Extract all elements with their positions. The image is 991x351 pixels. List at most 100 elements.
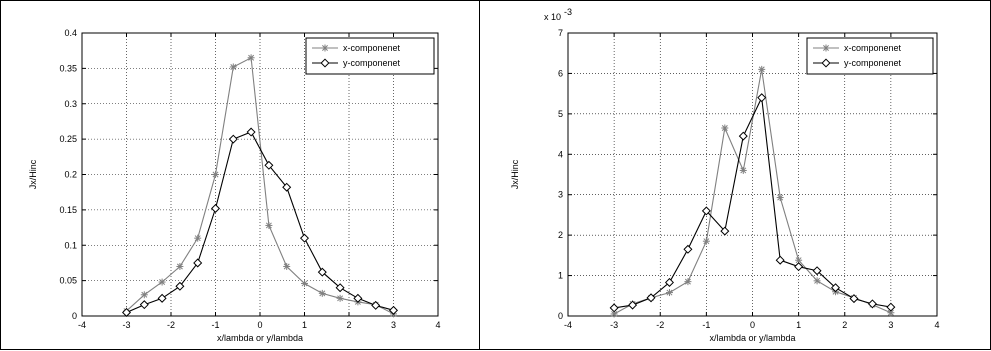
y-tick-label: 0.35 [59,63,77,73]
series-line-diamond [126,131,394,314]
data-point-star [665,289,673,297]
x-tick-label: -1 [702,320,710,330]
data-point-diamond [738,131,748,141]
y-tick-label: 0.1 [64,240,77,250]
data-point-star-stroke-3 [176,263,183,270]
data-point-star-stroke-3 [611,311,618,317]
data-point-star-stroke-3 [758,66,765,73]
data-point-diamond [371,300,381,310]
series-line-diamond [614,95,891,309]
legend-label: x-componenet [343,43,401,53]
data-point-star-stroke-3 [777,194,784,201]
chart-panel-left: -4 -3 -2 -1 0 1 2 3 4 0 0.05 0.1 0.15 0.2 0.25 0.3 0.35 0… [0,0,480,350]
x-tick-label: -2 [167,320,175,330]
legend-label: x-componenet [844,43,902,53]
data-point-diamond [193,258,203,268]
y-tick-label: 0 [558,311,563,321]
data-point-diamond [121,307,132,317]
data-point-star-stroke-3 [319,290,326,297]
data-point-star [158,278,166,286]
legend-diamond-marker [320,58,330,68]
data-point-diamond [228,134,238,144]
x-tick-label: -3 [610,320,618,330]
data-point-diamond [139,300,149,310]
series-line-star [613,69,892,315]
data-point-diamond [831,283,841,293]
data-point-diamond [175,281,185,291]
data-point-diamond [720,226,730,236]
data-point-diamond [264,160,274,170]
data-point-star [887,309,895,317]
y-tick-label: 3 [558,190,563,200]
y-tick-label: 0.25 [59,134,77,144]
data-point-star [739,166,747,174]
data-point-star-stroke-3 [337,295,344,302]
data-point-star [684,278,692,286]
x-tick-label: 3 [888,320,893,330]
data-point-star-stroke-3 [194,235,201,242]
x-tick-label: 2 [842,320,847,330]
y-tick-label: 5 [558,109,563,119]
data-point-star [283,262,291,270]
data-point-diamond [317,267,327,277]
data-point-star [318,289,326,297]
x-tick-label: 0 [257,320,262,330]
data-point-diamond [775,255,785,265]
data-point-star-stroke-3 [814,277,821,284]
data-point-diamond [664,277,674,287]
data-point-diamond [794,262,804,272]
data-point-star-stroke-3 [248,54,255,61]
data-point-star-stroke-3 [301,280,308,287]
data-point-diamond [683,244,693,254]
legend-label: y-componenet [343,58,401,68]
data-point-diamond [246,127,256,137]
y-tick-label: 0.15 [59,205,77,215]
y-tick-label: 0 [72,311,77,321]
data-point-star [758,65,766,73]
x-tick-label: 4 [934,320,939,330]
data-point-star [813,277,821,285]
y-tick-label: 0.4 [64,28,77,38]
legend-box [305,37,435,75]
x-tick-label: -3 [122,320,130,330]
x-axis-label: x/lambda or y/lambda [709,333,795,343]
data-point-diamond [849,294,859,304]
x-tick-label: -4 [78,320,86,330]
data-point-star [140,291,148,299]
x-tick-label: 1 [796,320,801,330]
data-point-star [176,262,184,270]
data-point-star [247,54,255,62]
data-point-diamond [335,283,345,293]
data-point-star-stroke-3 [887,309,894,316]
data-point-diamond [812,266,822,276]
data-point-diamond [886,302,896,312]
data-point-diamond [609,303,619,313]
data-point-star [265,221,273,229]
data-point-star-stroke-3 [230,63,237,70]
y-axis-label: Jx/Hinc [510,159,520,189]
legend-star-marker-stroke-3 [823,45,829,51]
y-axis-label: Jx/Hinc [28,159,38,189]
data-point-diamond [157,293,167,303]
data-point-diamond [757,93,767,103]
data-point-star [702,237,710,245]
chart-panel-right: -4 -3 -2 -1 0 1 2 3 4 0 1 2 3 4 5 6 7 x 10 -3 x/lambda or y… [479,0,991,350]
data-point-star-stroke-3 [666,289,673,296]
data-point-diamond [388,305,399,315]
legend-diamond-marker [821,58,831,68]
data-point-star [194,234,202,242]
legend: x-componenet y-componenet [806,37,934,75]
data-point-star-stroke-3 [159,279,166,286]
data-point-star-stroke-3 [740,167,747,174]
y-tick-label: 0.2 [64,170,77,180]
data-point-diamond [646,293,656,303]
data-point-star-stroke-3 [721,125,728,131]
data-point-star [212,171,219,178]
chart-left: -4 -3 -2 -1 0 1 2 3 4 0 0.05 0.1 0.15 0.2 0.25 0.3 0.35 0… [28,28,441,343]
x-tick-label: 0 [750,320,755,330]
data-point-star [301,279,308,287]
data-point-star-stroke-3 [265,222,272,229]
data-point-diamond [701,206,711,216]
x-tick-label: 4 [435,320,440,330]
data-point-star-stroke-3 [684,278,691,285]
